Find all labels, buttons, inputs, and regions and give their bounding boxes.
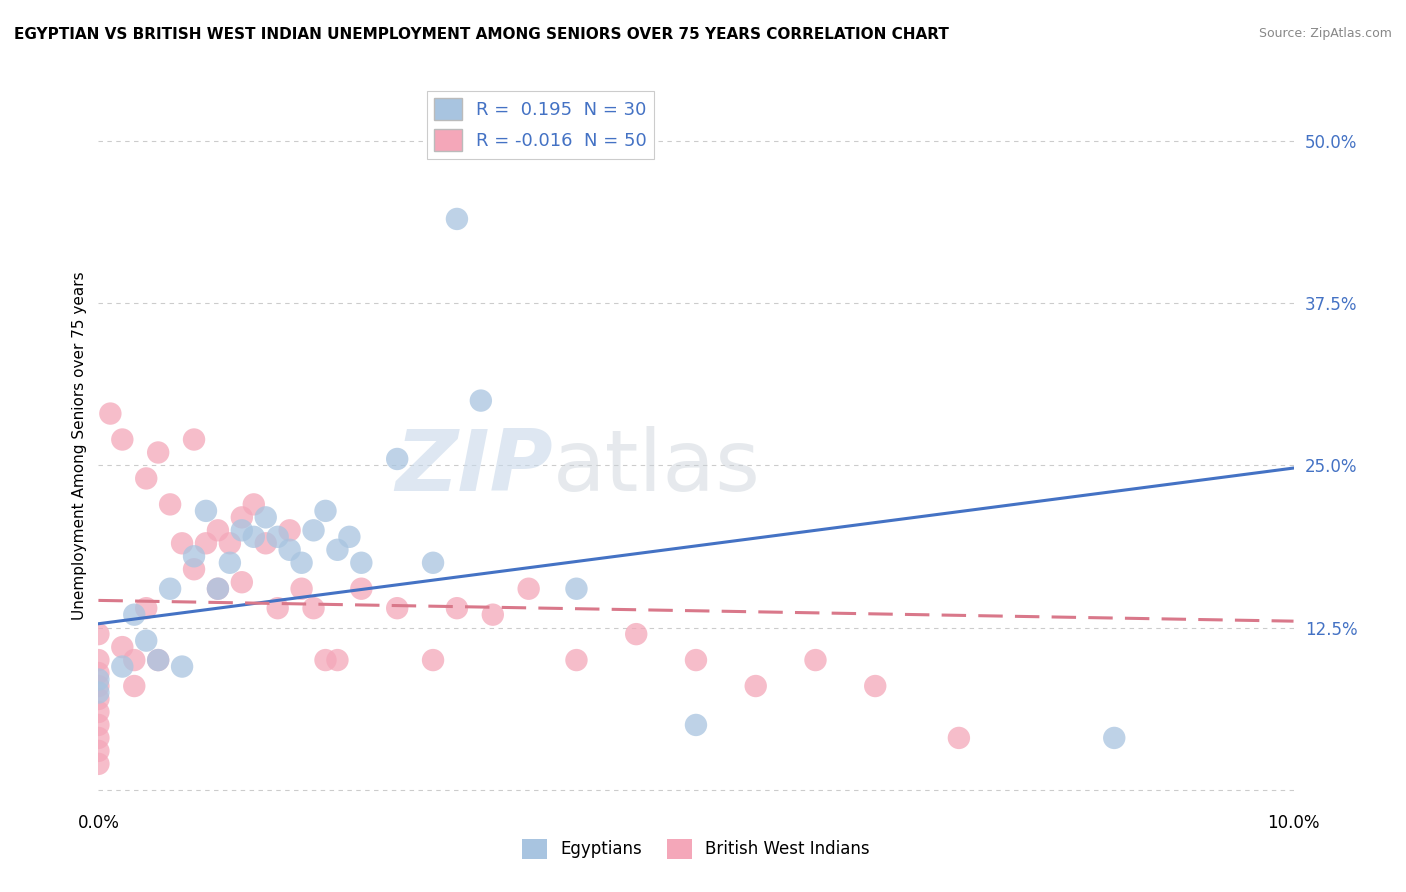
Point bbox=[745, 679, 768, 693]
Point bbox=[87, 666, 110, 681]
Point bbox=[87, 653, 110, 667]
Point bbox=[148, 653, 170, 667]
Point bbox=[183, 549, 205, 564]
Point bbox=[124, 653, 146, 667]
Point bbox=[87, 679, 110, 693]
Point bbox=[243, 530, 266, 544]
Point bbox=[124, 679, 146, 693]
Point bbox=[111, 640, 134, 654]
Point bbox=[159, 582, 181, 596]
Point bbox=[219, 556, 242, 570]
Point bbox=[482, 607, 505, 622]
Point bbox=[148, 653, 170, 667]
Point bbox=[243, 497, 266, 511]
Point bbox=[326, 653, 349, 667]
Point bbox=[315, 653, 337, 667]
Point bbox=[231, 524, 253, 538]
Point bbox=[350, 582, 373, 596]
Point bbox=[148, 445, 170, 459]
Point bbox=[517, 582, 540, 596]
Point bbox=[865, 679, 887, 693]
Point bbox=[207, 582, 229, 596]
Text: atlas: atlas bbox=[553, 425, 761, 509]
Legend: Egyptians, British West Indians: Egyptians, British West Indians bbox=[515, 832, 877, 866]
Point bbox=[267, 530, 290, 544]
Text: Source: ZipAtlas.com: Source: ZipAtlas.com bbox=[1258, 27, 1392, 40]
Point bbox=[195, 536, 218, 550]
Point bbox=[385, 452, 409, 467]
Point bbox=[291, 582, 314, 596]
Point bbox=[87, 756, 110, 771]
Point bbox=[626, 627, 648, 641]
Point bbox=[87, 685, 110, 699]
Point bbox=[470, 393, 492, 408]
Point bbox=[231, 575, 253, 590]
Y-axis label: Unemployment Among Seniors over 75 years: Unemployment Among Seniors over 75 years bbox=[72, 272, 87, 620]
Point bbox=[87, 731, 110, 745]
Point bbox=[172, 659, 194, 673]
Point bbox=[111, 659, 134, 673]
Point bbox=[135, 633, 157, 648]
Point bbox=[446, 601, 468, 615]
Point bbox=[948, 731, 970, 745]
Point bbox=[207, 582, 229, 596]
Text: EGYPTIAN VS BRITISH WEST INDIAN UNEMPLOYMENT AMONG SENIORS OVER 75 YEARS CORRELA: EGYPTIAN VS BRITISH WEST INDIAN UNEMPLOY… bbox=[14, 27, 949, 42]
Point bbox=[207, 524, 229, 538]
Point bbox=[87, 718, 110, 732]
Point bbox=[87, 744, 110, 758]
Point bbox=[385, 601, 409, 615]
Point bbox=[565, 653, 588, 667]
Point bbox=[172, 536, 194, 550]
Point bbox=[111, 433, 134, 447]
Point bbox=[87, 692, 110, 706]
Point bbox=[350, 556, 373, 570]
Point bbox=[422, 653, 444, 667]
Point bbox=[339, 530, 361, 544]
Point bbox=[231, 510, 253, 524]
Point bbox=[135, 601, 157, 615]
Point bbox=[87, 673, 110, 687]
Point bbox=[254, 510, 277, 524]
Point bbox=[254, 536, 277, 550]
Point bbox=[315, 504, 337, 518]
Point bbox=[302, 524, 325, 538]
Point bbox=[195, 504, 218, 518]
Point bbox=[219, 536, 242, 550]
Point bbox=[159, 497, 181, 511]
Point bbox=[278, 524, 301, 538]
Point bbox=[87, 705, 110, 719]
Point bbox=[87, 627, 110, 641]
Point bbox=[183, 562, 205, 576]
Point bbox=[422, 556, 444, 570]
Point bbox=[685, 653, 707, 667]
Text: ZIP: ZIP bbox=[395, 425, 553, 509]
Point bbox=[98, 407, 122, 421]
Point bbox=[565, 582, 588, 596]
Point bbox=[302, 601, 325, 615]
Point bbox=[267, 601, 290, 615]
Point bbox=[291, 556, 314, 570]
Point bbox=[1104, 731, 1126, 745]
Point bbox=[278, 542, 301, 557]
Point bbox=[685, 718, 707, 732]
Point bbox=[124, 607, 146, 622]
Point bbox=[183, 433, 205, 447]
Point bbox=[326, 542, 349, 557]
Point bbox=[446, 211, 468, 226]
Point bbox=[804, 653, 827, 667]
Point bbox=[135, 471, 157, 485]
